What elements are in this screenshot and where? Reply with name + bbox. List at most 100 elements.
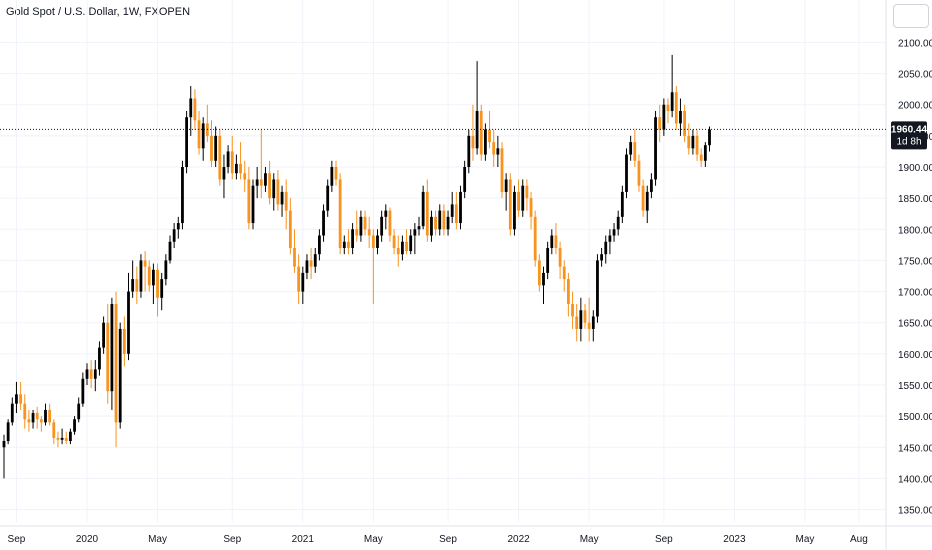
candle-body <box>23 403 27 420</box>
candle-body <box>102 322 105 348</box>
candle <box>284 179 288 230</box>
candle <box>612 223 616 242</box>
candle-body <box>280 191 284 205</box>
candle-body <box>98 347 101 370</box>
candle <box>44 403 47 426</box>
candle <box>608 229 612 255</box>
candle <box>69 428 72 445</box>
candle-body <box>338 179 342 248</box>
candle-body <box>492 142 496 155</box>
candle-body <box>546 247 550 273</box>
candle-body <box>401 241 404 255</box>
candle-body <box>409 235 413 252</box>
y-tick-label: 1500.00 <box>898 412 932 423</box>
candle <box>139 254 143 298</box>
candle <box>562 260 566 292</box>
candle <box>567 272 570 317</box>
candle-body <box>131 279 135 292</box>
candle-body <box>537 260 541 286</box>
candle-body <box>10 403 14 423</box>
candle <box>421 185 425 230</box>
candle <box>330 160 334 192</box>
x-tick-label: Aug <box>850 534 868 545</box>
candle <box>143 251 147 292</box>
candle <box>708 126 711 152</box>
candle-body <box>139 260 143 292</box>
candle-body <box>210 135 213 161</box>
candle-body <box>288 210 292 248</box>
candle-body <box>239 163 242 174</box>
candle-body <box>421 191 425 227</box>
candle <box>164 254 168 286</box>
candle <box>542 266 545 305</box>
candle-body <box>430 216 433 236</box>
candle-body <box>384 210 388 217</box>
candle-body <box>425 191 429 236</box>
candle <box>205 104 209 143</box>
candle-body <box>562 266 566 280</box>
candle-body <box>181 167 184 224</box>
candle <box>699 148 703 168</box>
candle <box>658 104 662 143</box>
candle-body <box>376 235 379 248</box>
candle-body <box>645 191 649 211</box>
candle-body <box>591 316 595 329</box>
candle <box>77 397 81 423</box>
candle <box>243 160 247 192</box>
candle-body <box>334 167 338 180</box>
candle <box>442 204 446 236</box>
candle <box>591 310 595 342</box>
candle-body <box>214 135 218 161</box>
chart-title: Gold Spot / U.S. Dollar, 1W, FXOPEN <box>6 6 191 18</box>
candle-body <box>31 413 35 423</box>
candle-body <box>143 260 147 267</box>
candle <box>670 54 674 118</box>
candle <box>454 191 458 230</box>
candle-body <box>156 269 159 298</box>
candle <box>106 304 110 404</box>
candle <box>2 434 6 479</box>
candle-body <box>118 328 122 423</box>
candle <box>222 154 226 199</box>
candle-body <box>691 135 695 149</box>
y-tick-label: 1800.00 <box>898 225 932 236</box>
candle-body <box>297 266 301 292</box>
candle-body <box>434 216 437 230</box>
candle-body <box>388 210 392 236</box>
x-tick-label: May <box>795 534 814 545</box>
candle <box>525 179 529 211</box>
candle <box>405 229 408 255</box>
candle-body <box>396 247 400 255</box>
candle-body <box>276 179 280 205</box>
candle-body <box>596 260 599 317</box>
candle-body <box>367 229 371 236</box>
x-tick-label: 2022 <box>507 534 530 545</box>
candle <box>210 120 213 168</box>
candle <box>496 135 500 168</box>
candle <box>550 229 554 255</box>
candle <box>176 216 180 239</box>
y-tick-label: 1650.00 <box>898 319 932 330</box>
candle <box>230 135 234 180</box>
candle <box>691 129 695 155</box>
candle <box>259 129 263 199</box>
y-tick-label: 1450.00 <box>898 443 932 454</box>
x-tick-label: May <box>364 534 383 545</box>
candle-body <box>438 210 442 230</box>
candle <box>81 372 85 407</box>
candle <box>64 431 68 445</box>
y-tick-label: 1350.00 <box>898 506 932 517</box>
countdown-label: 1d 8h <box>896 136 921 147</box>
candle-body <box>371 235 375 248</box>
candle <box>620 185 624 224</box>
candle <box>376 229 379 255</box>
candle-body <box>679 110 682 124</box>
candle-body <box>467 135 471 168</box>
candle <box>388 207 392 242</box>
candle-body <box>488 129 491 143</box>
candle <box>484 123 487 161</box>
settings-box[interactable] <box>893 4 929 28</box>
candle-body <box>442 210 446 230</box>
